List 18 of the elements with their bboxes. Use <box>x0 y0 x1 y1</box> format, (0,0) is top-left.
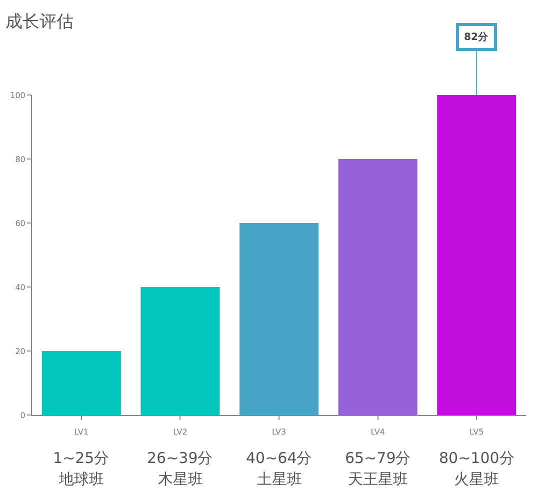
y-tick-label: 100 <box>10 90 26 100</box>
category-label: LV2 26~39分木星班 <box>147 427 213 488</box>
category-label: LV1 1~25分地球班 <box>53 427 110 488</box>
annotation: 82分 <box>464 31 489 43</box>
y-tick-label: 40 <box>15 282 26 292</box>
bar <box>338 159 418 415</box>
bar <box>42 351 121 415</box>
y-tick-label: 80 <box>15 154 26 164</box>
bar <box>239 223 319 415</box>
bar <box>437 95 516 415</box>
category-label: LV3 40~64分土星班 <box>246 427 312 488</box>
y-tick-label: 20 <box>15 346 26 356</box>
category-label: LV4 65~79分天王星班 <box>345 427 411 488</box>
y-tick-label: 60 <box>15 218 26 228</box>
category-label: LV5 80~100分火星班 <box>439 427 514 488</box>
y-tick-label: 0 <box>20 410 26 420</box>
chart-title: 成长评估 <box>5 12 74 32</box>
bar <box>140 287 220 415</box>
